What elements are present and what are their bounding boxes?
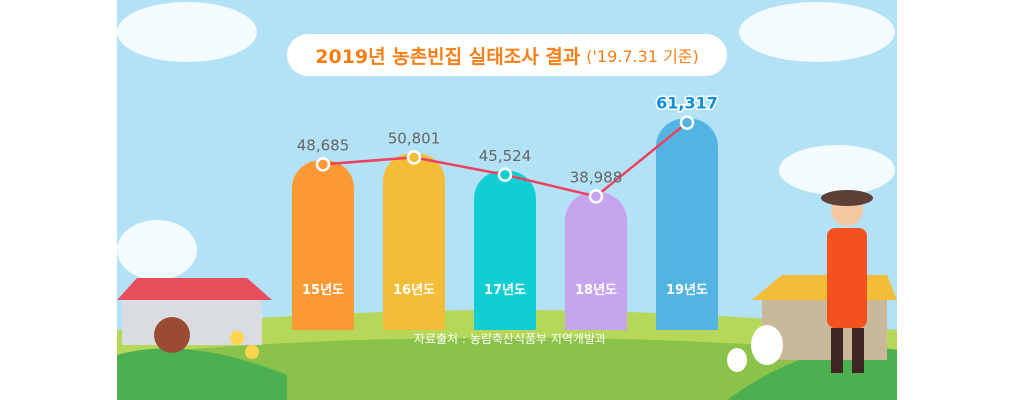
data-point [588, 189, 604, 204]
subtitle-text: ('19.7.31 기준) [586, 47, 699, 66]
data-point [679, 115, 695, 130]
category-label: 15년도 [302, 283, 344, 298]
value-label: 48,685 [297, 136, 350, 154]
data-point [497, 167, 513, 183]
source-note: 자료출처 : 농림축산식품부 지역개발과 [413, 332, 607, 346]
bar [565, 192, 627, 330]
hen [154, 317, 190, 353]
bar [383, 153, 445, 330]
data-point [315, 157, 331, 172]
value-label: 61,317 [656, 94, 718, 113]
category-label: 19년도 [666, 283, 708, 298]
category-label: 17년도 [484, 283, 526, 298]
clouds [117, 2, 895, 280]
scenery [117, 2, 897, 400]
data-point [406, 150, 422, 165]
bar [474, 170, 536, 330]
value-label: 45,524 [479, 147, 532, 165]
bush-left [117, 348, 287, 400]
value-label: 38,988 [570, 168, 623, 186]
category-label: 16년도 [393, 283, 435, 298]
category-label: 18년도 [575, 283, 617, 298]
bar [292, 160, 354, 330]
value-label: 50,801 [388, 129, 441, 147]
goose [751, 325, 783, 365]
bar [656, 118, 718, 330]
farmer-illustration [727, 190, 873, 373]
title-text: 2019년 농촌빈집 실태조사 결과 [315, 45, 581, 68]
barn-illustration [117, 278, 272, 359]
hill-front [117, 337, 897, 400]
chart-title: 2019년 농촌빈집 실태조사 결과 ('19.7.31 기준) [287, 34, 727, 76]
